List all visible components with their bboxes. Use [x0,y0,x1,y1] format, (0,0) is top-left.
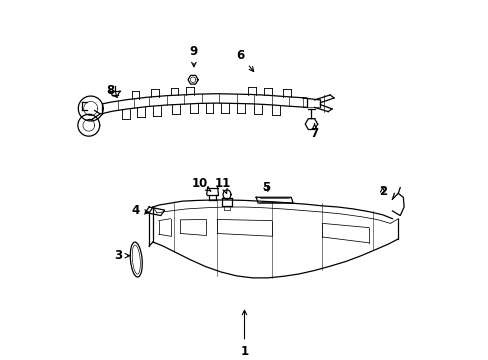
Text: 11: 11 [215,177,231,193]
Text: 2: 2 [378,185,386,198]
Text: 7: 7 [310,124,318,140]
Text: 3: 3 [114,249,129,262]
Text: 4: 4 [131,204,149,217]
Text: 5: 5 [261,181,269,194]
Text: 10: 10 [191,177,210,191]
Text: 8: 8 [106,84,117,97]
Text: 9: 9 [189,45,198,67]
Text: 1: 1 [240,310,248,357]
Text: 6: 6 [236,49,253,72]
